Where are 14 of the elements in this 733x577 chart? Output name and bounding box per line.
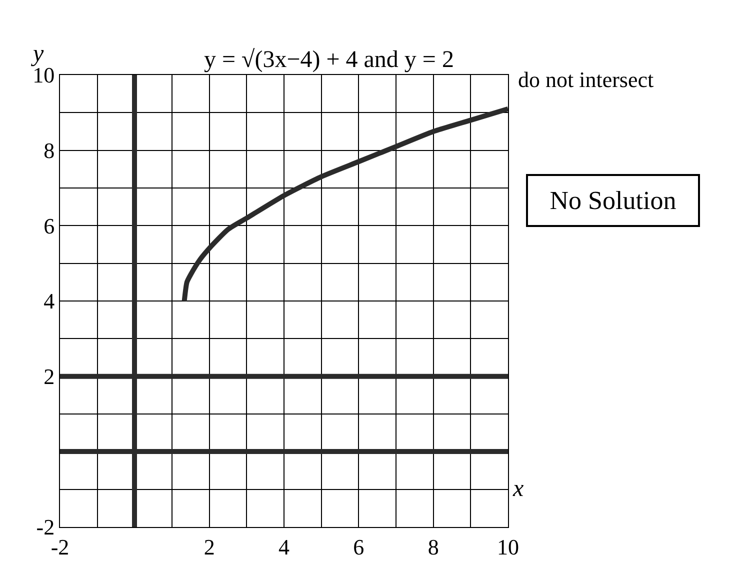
y-tick-label: 2 bbox=[44, 364, 55, 390]
text: y = √(3x−4) + 4 and y = 2 bbox=[204, 47, 454, 73]
text: do not intersect bbox=[518, 67, 654, 92]
x-tick-label: 10 bbox=[497, 534, 519, 560]
text: No Solution bbox=[550, 186, 676, 215]
x-tick-label: 6 bbox=[353, 534, 364, 560]
y-tick-label: -2 bbox=[36, 514, 55, 540]
x-axis-title: x bbox=[512, 476, 524, 502]
y-tick-label: 4 bbox=[44, 288, 55, 314]
x-tick-label: 8 bbox=[428, 534, 439, 560]
y-tick-label: 8 bbox=[44, 138, 55, 164]
x-tick-label: 2 bbox=[204, 534, 215, 560]
y-tick-label: 6 bbox=[44, 213, 55, 238]
x-tick-label: 4 bbox=[278, 534, 290, 560]
